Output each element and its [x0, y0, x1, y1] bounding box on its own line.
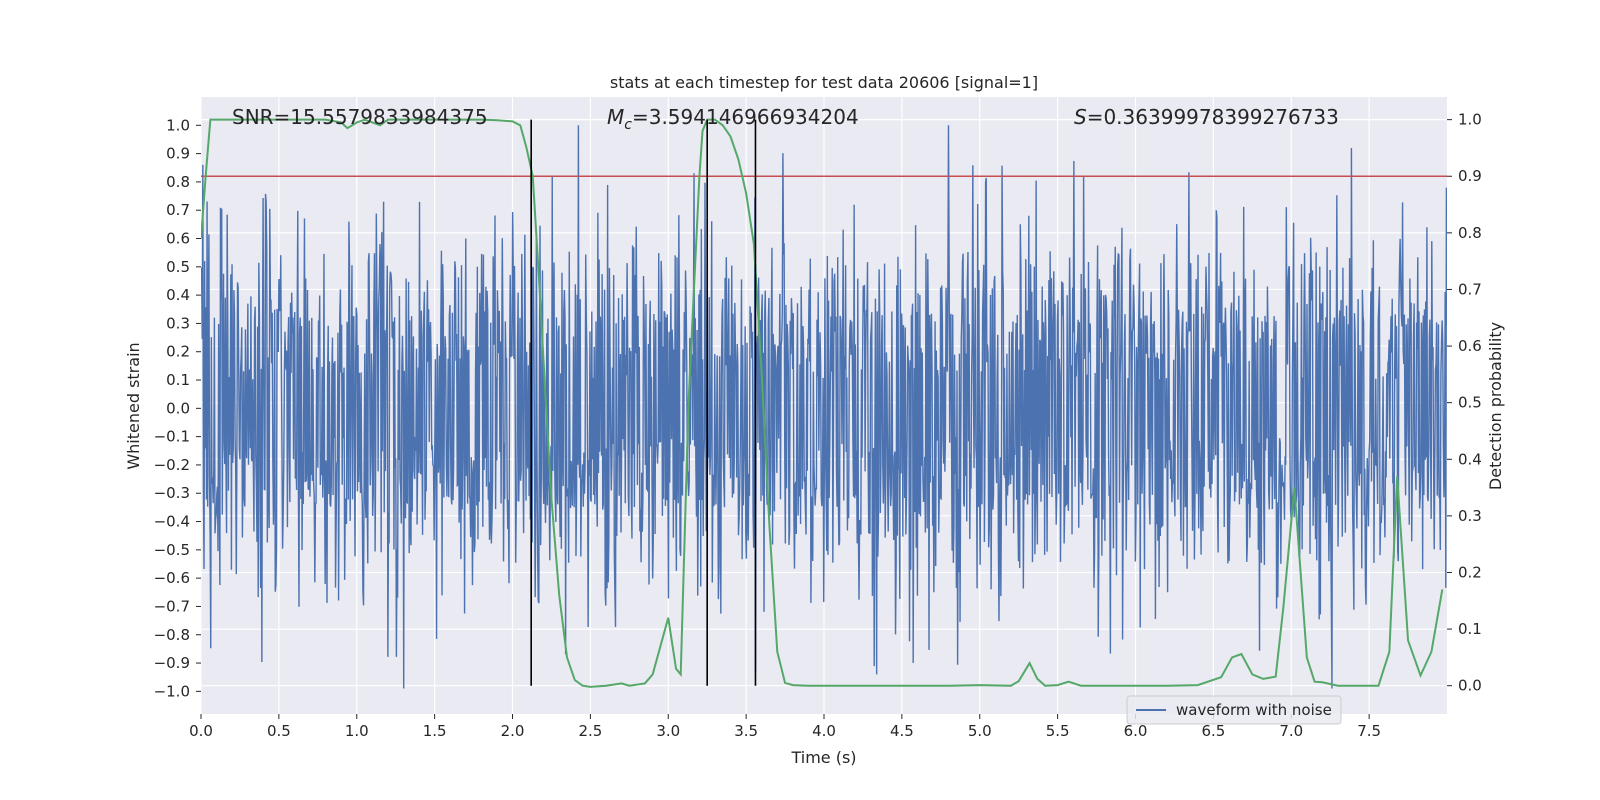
mc-subscript: c — [624, 117, 632, 133]
y-right-tick-label: 0.6 — [1458, 337, 1482, 355]
y-left-tick-label: −0.9 — [154, 654, 190, 672]
x-tick-label: 0.5 — [267, 722, 291, 740]
x-tick-label: 5.5 — [1046, 722, 1070, 740]
x-tick-label: 3.0 — [656, 722, 680, 740]
s-symbol: S — [1074, 105, 1087, 129]
s-annotation: S=0.36399978399276733 — [1074, 105, 1339, 129]
x-tick-label: 1.0 — [345, 722, 369, 740]
y-left-axis-label: Whitened strain — [124, 342, 143, 469]
y-left-tick-label: −0.7 — [154, 597, 190, 615]
y-left-tick-label: 1.0 — [166, 116, 190, 134]
y-right-tick-label: 0.1 — [1458, 620, 1482, 638]
x-tick-label: 1.5 — [423, 722, 447, 740]
y-right-tick-label: 0.5 — [1458, 394, 1482, 412]
mc-annotation: Mc=3.594146966934204 — [607, 105, 859, 133]
y-right-tick-label: 0.4 — [1458, 450, 1482, 468]
y-left-tick-label: 0.9 — [166, 145, 190, 163]
y-left-tick-label: −0.3 — [154, 484, 190, 502]
x-tick-label: 6.0 — [1124, 722, 1148, 740]
y-left-tick-label: 0.1 — [166, 371, 190, 389]
y-left-tick-label: 0.8 — [166, 173, 190, 191]
y-left-axis: 1.0 0.9 0.8 0.7 0.6 0.5 0.4 0.3 0.2 0.1 0.0 −0.1 −0.… — [154, 116, 201, 700]
y-left-tick-label: 0.4 — [166, 286, 190, 304]
y-right-tick-label: 1.0 — [1458, 111, 1482, 129]
x-axis: 0.0 0.5 1.0 1.5 2.0 2.5 3.0 3.5 4.0 4.5 5.0 5.5 6.0 6… — [189, 714, 1381, 740]
x-tick-label: 6.5 — [1201, 722, 1225, 740]
probability-series — [201, 118, 1444, 688]
y-right-tick-label: 0.2 — [1458, 563, 1482, 581]
snr-annotation: SNR=15.5579833984375 — [232, 105, 488, 129]
mc-symbol: M — [607, 105, 624, 129]
x-tick-label: 2.0 — [501, 722, 525, 740]
legend-box — [1126, 695, 1342, 725]
y-left-tick-label: 0.5 — [166, 258, 190, 276]
y-right-tick-label: 0.3 — [1458, 507, 1482, 525]
s-value: =0.36399978399276733 — [1087, 105, 1339, 129]
mc-value: =3.594146966934204 — [632, 105, 859, 129]
y-left-tick-label: −0.6 — [154, 569, 190, 587]
x-axis-label: Time (s) — [790, 748, 856, 767]
x-tick-label: 3.5 — [734, 722, 758, 740]
y-right-tick-label: 0.0 — [1458, 677, 1482, 695]
vertical-markers — [530, 119, 757, 686]
x-tick-label: 2.5 — [578, 722, 602, 740]
chart-title: stats at each timestep for test data 206… — [610, 73, 1038, 92]
x-tick-label: 5.0 — [968, 722, 992, 740]
y-left-tick-label: 0.7 — [166, 201, 190, 219]
y-right-tick-label: 0.7 — [1458, 280, 1482, 298]
y-right-tick-label: 0.8 — [1458, 224, 1482, 242]
y-right-axis-label: Detection probability — [1486, 322, 1505, 490]
y-left-tick-label: −0.4 — [154, 513, 190, 531]
x-tick-label: 0.0 — [189, 722, 213, 740]
x-tick-label: 4.0 — [812, 722, 836, 740]
y-left-tick-label: 0.2 — [166, 343, 190, 361]
y-left-tick-label: −0.2 — [154, 456, 190, 474]
y-left-tick-label: −0.1 — [154, 428, 190, 446]
y-right-tick-label: 0.9 — [1458, 167, 1482, 185]
y-left-tick-label: −1.0 — [154, 682, 190, 700]
x-tick-label: 7.0 — [1279, 722, 1303, 740]
x-tick-label: 7.5 — [1357, 722, 1381, 740]
y-left-tick-label: 0.3 — [166, 314, 190, 332]
legend: waveform with noise — [1126, 695, 1342, 725]
legend-label: waveform with noise — [1176, 701, 1332, 719]
waveform-series — [201, 125, 1447, 689]
y-left-tick-label: −0.5 — [154, 541, 190, 559]
y-left-tick-label: −0.8 — [154, 626, 190, 644]
y-left-tick-label: 0.0 — [166, 399, 190, 417]
y-right-axis: 1.0 0.9 0.8 0.7 0.6 0.5 0.4 0.3 0.2 0.1 0.0 — [1447, 111, 1482, 695]
y-left-tick-label: 0.6 — [166, 230, 190, 248]
x-tick-label: 4.5 — [890, 722, 914, 740]
